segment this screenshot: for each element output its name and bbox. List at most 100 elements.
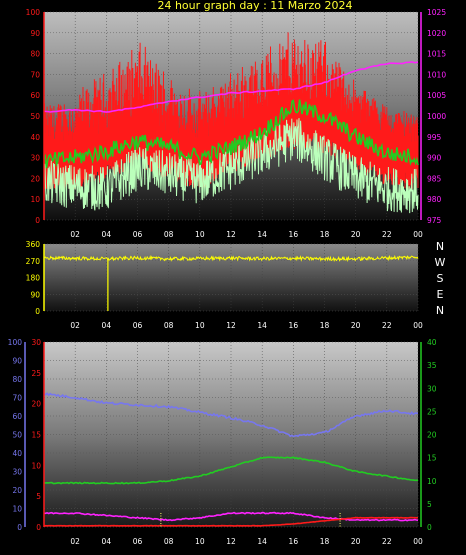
x-tick-label: 04 xyxy=(102,230,112,239)
y-left2-tick-label: 10 xyxy=(31,461,41,470)
y-left-tick-label: 20 xyxy=(30,174,40,183)
y-direction-tick-label: 0 xyxy=(35,307,40,316)
compass-label: E xyxy=(437,288,444,301)
x-tick-label: 02 xyxy=(70,321,80,330)
y-left-tick-label: 60 xyxy=(12,412,22,421)
x-tick-label: 08 xyxy=(164,321,174,330)
y-right-tick-label: 30 xyxy=(427,384,437,393)
x-tick-label: 08 xyxy=(164,537,174,546)
y-left-tick-label: 90 xyxy=(12,357,22,366)
y-left2-tick-label: 30 xyxy=(31,338,41,347)
y-right-tick-label: 35 xyxy=(427,361,437,370)
series-magenta xyxy=(43,61,419,113)
x-tick-label: 22 xyxy=(382,321,392,330)
x-tick-label: 04 xyxy=(102,321,112,330)
y-direction-tick-label: 180 xyxy=(26,274,41,283)
x-tick-label: 12 xyxy=(226,230,236,239)
x-tick-label: 16 xyxy=(289,321,299,330)
y-right-tick-label: 1020 xyxy=(427,29,446,38)
x-tick-label: 00 xyxy=(413,537,423,546)
x-tick-label: 00 xyxy=(413,230,423,239)
y-right-tick-label: 25 xyxy=(427,407,437,416)
y-right-tick-label: 5 xyxy=(427,500,432,509)
x-tick-label: 18 xyxy=(320,537,330,546)
y-right-tick-label: 990 xyxy=(427,154,442,163)
x-tick-label: 20 xyxy=(351,321,361,330)
x-tick-label: 12 xyxy=(226,537,236,546)
y-direction-tick-label: 90 xyxy=(30,290,40,299)
x-tick-label: 06 xyxy=(133,537,143,546)
series-humidity xyxy=(43,392,419,438)
compass-label: N xyxy=(436,304,444,317)
y-left-tick-label: 80 xyxy=(30,50,40,59)
y-left-tick-label: 50 xyxy=(30,112,40,121)
y-right-tick-label: 0 xyxy=(427,523,432,532)
y-right-tick-label: 980 xyxy=(427,195,442,204)
y-right-tick-label: 10 xyxy=(427,477,437,486)
series-wind-direction xyxy=(43,254,419,263)
x-tick-label: 20 xyxy=(351,230,361,239)
y-right-tick-label: 1010 xyxy=(427,70,446,79)
x-tick-label: 14 xyxy=(257,321,267,330)
series-dewpoint xyxy=(44,511,419,522)
y-left-tick-label: 40 xyxy=(12,449,22,458)
y-left2-tick-label: 5 xyxy=(36,492,41,501)
y-left-tick-label: 30 xyxy=(12,468,22,477)
y-right-tick-label: 20 xyxy=(427,431,437,440)
y-left-tick-label: 70 xyxy=(12,394,22,403)
y-left2-tick-label: 15 xyxy=(31,431,41,440)
y-left-tick-label: 100 xyxy=(8,338,23,347)
x-tick-label: 16 xyxy=(289,537,299,546)
x-tick-label: 16 xyxy=(289,230,299,239)
y-right-tick-label: 985 xyxy=(427,174,442,183)
x-tick-label: 14 xyxy=(257,230,267,239)
y-left-tick-label: 0 xyxy=(17,523,22,532)
x-tick-label: 06 xyxy=(133,230,143,239)
y-left-tick-label: 40 xyxy=(30,133,40,142)
x-tick-label: 22 xyxy=(382,537,392,546)
x-tick-label: 00 xyxy=(413,321,423,330)
x-tick-label: 22 xyxy=(382,230,392,239)
series-rain xyxy=(43,516,419,527)
y-left2-tick-label: 25 xyxy=(31,369,41,378)
series-green xyxy=(43,99,419,169)
x-tick-label: 10 xyxy=(195,230,205,239)
x-tick-label: 06 xyxy=(133,321,143,330)
y-right-tick-label: 1000 xyxy=(427,112,446,121)
y-left-tick-label: 70 xyxy=(30,70,40,79)
x-tick-label: 10 xyxy=(195,321,205,330)
y-left-tick-label: 10 xyxy=(30,195,40,204)
y-left-tick-label: 80 xyxy=(12,375,22,384)
y-left-tick-label: 10 xyxy=(12,505,22,514)
x-tick-label: 12 xyxy=(226,321,236,330)
y-right-tick-label: 1015 xyxy=(427,50,446,59)
x-tick-label: 02 xyxy=(70,537,80,546)
y-right-tick-label: 1005 xyxy=(427,91,446,100)
y-right-tick-label: 40 xyxy=(427,338,437,347)
y-left-tick-label: 60 xyxy=(30,91,40,100)
x-tick-label: 20 xyxy=(351,537,361,546)
y-left2-tick-label: 0 xyxy=(36,523,41,532)
y-left2-tick-label: 20 xyxy=(31,400,41,409)
y-left-tick-label: 90 xyxy=(30,29,40,38)
y-right-tick-label: 15 xyxy=(427,454,437,463)
x-tick-label: 08 xyxy=(164,230,174,239)
y-left-tick-label: 100 xyxy=(26,8,41,17)
x-tick-label: 18 xyxy=(320,230,330,239)
y-direction-tick-label: 360 xyxy=(26,240,41,249)
compass-label: W xyxy=(435,256,446,269)
y-left-tick-label: 30 xyxy=(30,154,40,163)
compass-label: N xyxy=(436,240,444,253)
x-tick-label: 14 xyxy=(257,537,267,546)
x-tick-label: 02 xyxy=(70,230,80,239)
y-right-tick-label: 1025 xyxy=(427,8,446,17)
compass-label: S xyxy=(437,272,444,285)
y-left-tick-label: 50 xyxy=(12,431,22,440)
y-left-tick-label: 0 xyxy=(35,216,40,225)
series-temperature xyxy=(44,456,419,485)
x-tick-label: 04 xyxy=(102,537,112,546)
x-tick-label: 10 xyxy=(195,537,205,546)
y-direction-tick-label: 270 xyxy=(26,257,41,266)
y-right-tick-label: 995 xyxy=(427,133,442,142)
